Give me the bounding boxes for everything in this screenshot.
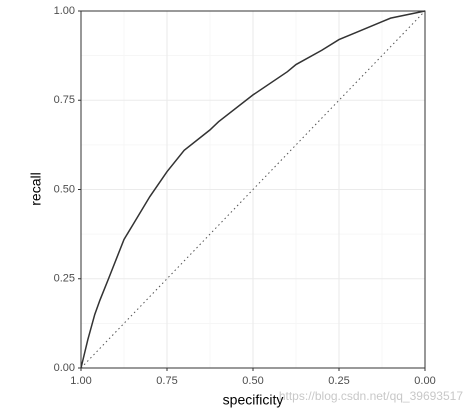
y-tick-label: 1.00 (54, 5, 75, 17)
y-tick-label: 0.75 (54, 94, 75, 106)
reference-line (80, 10, 426, 369)
y-axis-title: recall (28, 172, 44, 205)
x-tick-label: 0.25 (328, 375, 349, 387)
x-axis-title: specificity (223, 392, 284, 408)
y-tick-label: 0.50 (54, 183, 75, 195)
curve (80, 10, 426, 369)
x-tick-label: 0.00 (414, 375, 435, 387)
y-tick-label: 0.25 (54, 273, 75, 285)
x-tick-label: 0.75 (156, 375, 177, 387)
y-tick-label: 0.00 (54, 362, 75, 374)
watermark: https://blog.csdn.net/qq_39693517 (279, 389, 463, 403)
panel-border (80, 10, 426, 369)
x-tick-label: 0.50 (242, 375, 263, 387)
x-tick-label: 1.00 (70, 375, 91, 387)
